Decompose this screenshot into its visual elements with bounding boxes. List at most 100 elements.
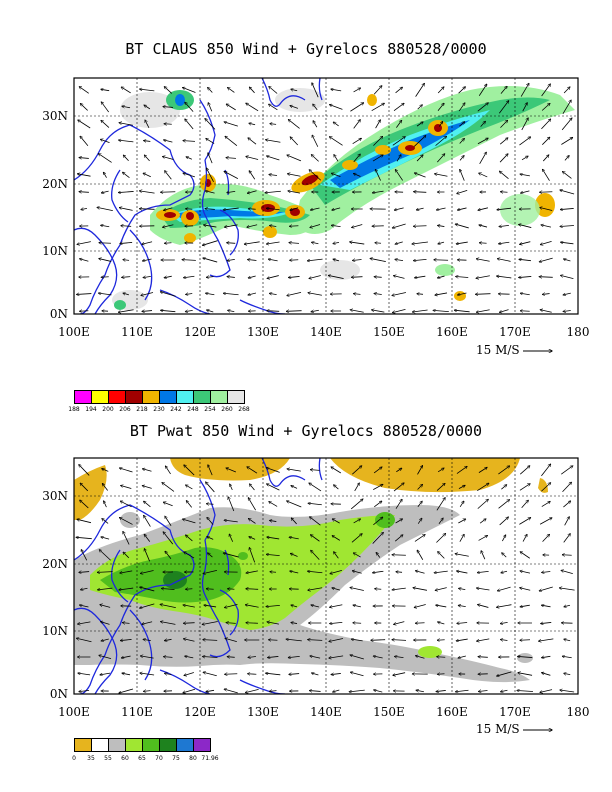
wind-vector [334, 485, 339, 490]
wind-vector [456, 689, 469, 692]
legend-swatch [74, 738, 92, 752]
wind-vector [288, 276, 300, 277]
wind-vector [541, 119, 550, 130]
wind-vector [415, 83, 425, 97]
wind-vector [522, 534, 527, 542]
wind-vector [352, 571, 362, 574]
wind-vector [502, 553, 507, 558]
wind-vector [102, 469, 109, 472]
wind-vector [120, 639, 132, 640]
wind-vector [227, 243, 236, 244]
wind-vector [331, 673, 341, 674]
wind-vector [80, 500, 89, 509]
wind-vector [120, 570, 133, 573]
legend-swatch [142, 390, 160, 404]
wind-vector [310, 224, 321, 227]
wind-vector [414, 535, 425, 542]
wind-vector [539, 638, 554, 641]
wind-vector [98, 587, 113, 590]
wind-vector [79, 465, 90, 476]
wind-vector [121, 87, 131, 94]
wind-vector [414, 173, 426, 178]
wind-vector [266, 140, 281, 143]
legend-label: 260 [221, 406, 233, 413]
legend-label: 254 [204, 406, 216, 413]
wind-vector [144, 501, 151, 508]
wind-vector [332, 207, 341, 210]
wind-vector [393, 103, 404, 112]
top-color-legend [74, 390, 245, 404]
legend-swatch [159, 390, 177, 404]
wind-vector [289, 243, 299, 244]
wind-vector [143, 469, 152, 472]
wind-vector [249, 519, 256, 524]
wind-vector [438, 225, 445, 226]
wind-vector [208, 88, 213, 93]
top-lat-label-10n: 10N [42, 244, 68, 258]
legend-swatch [227, 390, 245, 404]
wind-vector [521, 118, 528, 131]
wind-vector [310, 470, 320, 471]
bottom-lon-label-180: 180 [566, 705, 590, 719]
wind-vector [121, 655, 131, 658]
wind-vector [119, 688, 134, 693]
wind-vector [518, 656, 533, 657]
wind-vector [519, 466, 530, 475]
wind-vector [78, 621, 91, 624]
bottom-lon-label-160e: 160E [436, 705, 468, 719]
wind-vector [438, 622, 445, 625]
wind-vector [438, 674, 445, 675]
wind-vector [102, 519, 109, 524]
wind-vector [436, 483, 445, 491]
wind-vector [564, 517, 570, 526]
wind-vector [206, 589, 214, 590]
wind-vector [286, 311, 302, 312]
bottom-panel-title: BT Pwat 850 Wind + Gyrelocs 880528/0000 [129, 422, 483, 440]
wind-vector [250, 484, 255, 491]
wind-vector [478, 536, 488, 541]
wind-vector [160, 292, 176, 297]
wind-vector [332, 536, 341, 541]
wind-vector [351, 672, 364, 677]
wind-vector [501, 485, 506, 490]
wind-vector [310, 656, 321, 659]
legend-swatch [125, 390, 143, 404]
bottom-lat-label-20n: 20N [42, 557, 68, 571]
wind-vector [144, 534, 151, 542]
wind-vector [311, 550, 320, 560]
wind-vector [477, 499, 488, 509]
top-gridlines [74, 78, 578, 314]
wind-vector [100, 605, 111, 608]
wind-vector [371, 640, 386, 641]
legend-label: 194 [85, 406, 97, 413]
wind-vector [560, 208, 574, 209]
wind-vector [79, 690, 90, 691]
wind-vector [186, 294, 193, 295]
wind-vector [371, 103, 385, 112]
wind-vector [333, 122, 339, 127]
wind-vector [288, 120, 300, 129]
wind-vector [416, 207, 424, 210]
wind-vector [266, 673, 281, 676]
wind-vector [396, 468, 401, 473]
wind-vector [203, 569, 218, 573]
wind-vector [309, 691, 321, 692]
wind-vector [395, 241, 403, 244]
wind-vector [249, 171, 256, 180]
wind-vector [478, 605, 489, 608]
wind-vector [458, 292, 467, 295]
wind-vector [245, 689, 259, 692]
wind-vector [205, 119, 216, 130]
wind-vector [354, 173, 361, 177]
bottom-gridlines [74, 458, 578, 694]
wind-vector [202, 240, 218, 246]
wind-vector [330, 569, 342, 573]
wind-vector [225, 638, 237, 642]
wind-vector [226, 158, 236, 159]
top-lon-label-150e: 150E [373, 325, 405, 339]
wind-vector [413, 588, 428, 591]
wind-vector [270, 520, 277, 521]
wind-vector [140, 603, 155, 608]
wind-vector [249, 123, 256, 124]
wind-vector [372, 532, 384, 544]
